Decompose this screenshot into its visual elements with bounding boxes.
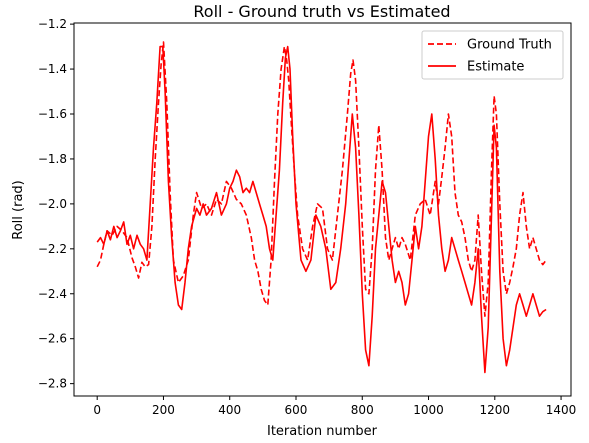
x-tick-label-0: 0	[93, 403, 101, 417]
x-tick-label-6: 1200	[480, 403, 511, 417]
x-tick-label-1: 200	[152, 403, 175, 417]
legend-box	[421, 30, 564, 80]
x-tick-label-3: 600	[285, 403, 308, 417]
plot-frame	[73, 22, 572, 397]
y-tick-label-3: −2.2	[38, 242, 67, 256]
x-tick-label-5: 1000	[413, 403, 444, 417]
y-tick-label-7: −1.4	[38, 62, 67, 76]
x-tick-label-7: 1400	[546, 403, 577, 417]
y-tick-label-0: −2.8	[38, 377, 67, 391]
legend-estimate-label: Estimate	[467, 60, 524, 75]
estimate-line	[96, 45, 547, 374]
y-tick-label-6: −1.6	[38, 107, 67, 121]
x-tick-label-2: 400	[218, 403, 241, 417]
x-tick-label-4: 800	[351, 403, 374, 417]
y-axis-label: Roll (rad)	[11, 180, 26, 239]
legend-ground-truth-label: Ground Truth	[467, 38, 552, 53]
x-axis-label: Iteration number	[267, 424, 378, 439]
ground-truth-line	[96, 41, 547, 318]
y-tick-label-2: −2.4	[38, 287, 67, 301]
y-tick-label-8: −1.2	[38, 17, 67, 31]
y-tick-label-4: −2.0	[38, 197, 67, 211]
series-layer	[96, 41, 547, 374]
legend: Ground Truth Estimate	[421, 30, 564, 80]
y-tick-label-1: −2.6	[38, 332, 67, 346]
chart-title: Roll - Ground truth vs Estimated	[193, 2, 450, 21]
y-tick-label-5: −1.8	[38, 152, 67, 166]
ticks-layer: 0 200 400 600 800 1000 1200 1400 −2.8 −2.6 −2.4 −2.…	[38, 17, 576, 417]
